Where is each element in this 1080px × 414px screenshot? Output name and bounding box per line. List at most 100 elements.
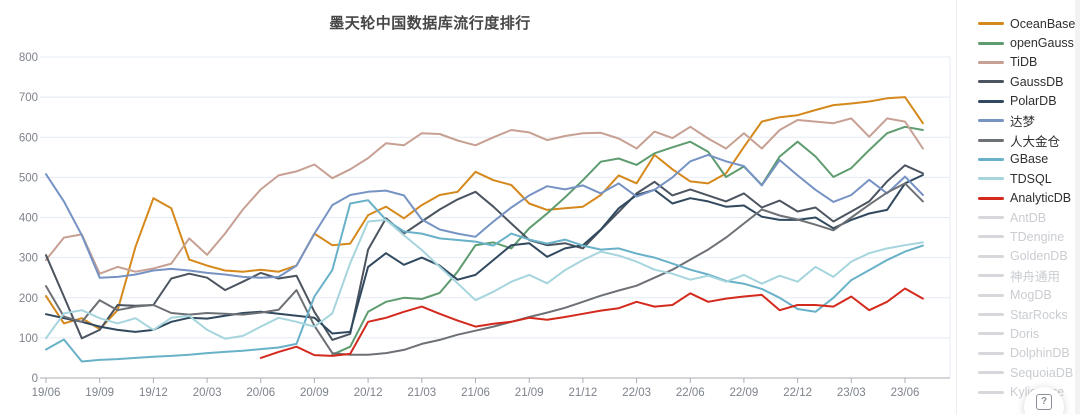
y-tick-label: 300: [19, 253, 38, 265]
legend-swatch-icon: [978, 177, 1004, 181]
legend-label: TDSQL: [1010, 171, 1052, 186]
legend-label: OceanBase: [1010, 16, 1076, 31]
y-tick-label: 600: [19, 132, 38, 144]
x-tick-label: 22/12: [783, 387, 812, 399]
series-line-TDSQL: [45, 218, 924, 340]
legend-item-GoldenDB[interactable]: GoldenDB: [978, 247, 1078, 266]
legend-label: GBase: [1010, 152, 1049, 167]
legend-label: 人大金仓: [1010, 134, 1061, 149]
legend: OceanBase openGauss TiDB GaussDB PolarDB 达梦人大…: [978, 14, 1078, 402]
y-tick-label: 100: [19, 333, 38, 345]
y-tick-label: 700: [19, 92, 38, 104]
help-button[interactable]: ?: [1024, 387, 1064, 414]
legend-item-StarRocks[interactable]: StarRocks: [978, 305, 1078, 324]
legend-swatch-icon: [978, 22, 1004, 26]
legend-label: TiDB: [1010, 55, 1038, 70]
legend-swatch-icon: [978, 254, 1004, 258]
legend-swatch-icon: [978, 390, 1004, 394]
series-line-AnalyticDB: [259, 287, 924, 359]
legend-item-神舟通用[interactable]: 神舟通用: [978, 266, 1078, 285]
legend-label: GaussDB: [1010, 74, 1064, 89]
x-tick-label: 21/06: [461, 387, 490, 399]
series-line-OceanBase: [45, 96, 924, 330]
legend-label: AnalyticDB: [1010, 191, 1072, 206]
x-tick-label: 22/09: [730, 387, 759, 399]
y-tick-label: 0: [32, 373, 38, 385]
legend-item-AntDB[interactable]: AntDB: [978, 208, 1078, 227]
legend-item-SequoiaDB[interactable]: SequoiaDB: [978, 363, 1078, 382]
legend-item-PolarDB[interactable]: PolarDB: [978, 92, 1078, 111]
x-tick-label: 19/09: [85, 387, 114, 399]
series-line-人大金仓: [45, 182, 924, 356]
x-tick-label: 20/09: [300, 387, 329, 399]
legend-label: openGauss: [1010, 36, 1074, 51]
x-tick-label: 23/06: [891, 387, 920, 399]
x-tick-label: 22/03: [622, 387, 651, 399]
legend-item-AnalyticDB[interactable]: AnalyticDB: [978, 189, 1078, 208]
legend-swatch-icon: [978, 332, 1004, 336]
legend-item-TDSQL[interactable]: TDSQL: [978, 169, 1078, 188]
legend-label: SequoiaDB: [1010, 365, 1074, 380]
legend-swatch-icon: [978, 41, 1004, 45]
x-tick-label: 20/06: [246, 387, 275, 399]
chart-title: 墨天轮中国数据库流行度排行: [329, 15, 531, 32]
y-tick-label: 200: [19, 293, 38, 305]
legend-label: MogDB: [1010, 288, 1052, 303]
series-line-达梦: [45, 153, 924, 279]
x-tick-label: 20/12: [354, 387, 383, 399]
legend-label: DolphinDB: [1010, 346, 1070, 361]
x-tick-label: 21/09: [515, 387, 544, 399]
series-line-TiDB: [45, 117, 924, 275]
legend-swatch-icon: [978, 138, 1004, 142]
question-mark-icon: ?: [1036, 394, 1052, 410]
legend-swatch-icon: [978, 216, 1004, 220]
legend-label: TDengine: [1010, 229, 1065, 244]
legend-item-MogDB[interactable]: MogDB: [978, 285, 1078, 304]
legend-swatch-icon: [978, 274, 1004, 278]
legend-swatch-icon: [978, 99, 1004, 103]
x-tick-label: 19/06: [32, 387, 61, 399]
line-chart: 0 100 200 300 400 500 600 700 800 19/06 19/09 19/12…: [19, 52, 951, 399]
legend-item-GBase[interactable]: GBase: [978, 150, 1078, 169]
legend-label: 神舟通用: [1010, 270, 1061, 285]
panel-divider: [956, 0, 957, 414]
x-tick-label: 19/12: [139, 387, 168, 399]
x-tick-label: 23/03: [837, 387, 866, 399]
series-line-GBase: [45, 199, 924, 363]
legend-item-TDengine[interactable]: TDengine: [978, 227, 1078, 246]
y-tick-label: 500: [19, 172, 38, 184]
legend-swatch-icon: [978, 293, 1004, 297]
legend-item-TiDB[interactable]: TiDB: [978, 53, 1078, 72]
scrollbar[interactable]: [1075, 0, 1080, 414]
legend-item-GaussDB[interactable]: GaussDB: [978, 72, 1078, 91]
legend-swatch-icon: [978, 371, 1004, 375]
legend-label: AntDB: [1010, 210, 1047, 225]
legend-swatch-icon: [978, 119, 1004, 123]
legend-item-DolphinDB[interactable]: DolphinDB: [978, 344, 1078, 363]
series-line-GaussDB: [45, 164, 924, 341]
x-tick-label: 22/06: [676, 387, 705, 399]
x-tick-label: 20/03: [193, 387, 222, 399]
legend-swatch-icon: [978, 157, 1004, 161]
legend-label: Doris: [1010, 326, 1040, 341]
legend-item-Doris[interactable]: Doris: [978, 324, 1078, 343]
series-line-openGauss: [331, 125, 924, 356]
legend-item-达梦[interactable]: 达梦: [978, 111, 1078, 130]
y-tick-label: 400: [19, 213, 38, 225]
y-tick-label: 800: [19, 52, 38, 64]
legend-swatch-icon: [978, 313, 1004, 317]
legend-swatch-icon: [978, 196, 1004, 200]
legend-swatch-icon: [978, 235, 1004, 239]
legend-item-OceanBase[interactable]: OceanBase: [978, 14, 1078, 33]
x-tick-label: 21/03: [407, 387, 436, 399]
legend-label: StarRocks: [1010, 307, 1068, 322]
legend-label: 达梦: [1010, 115, 1036, 130]
legend-label: PolarDB: [1010, 94, 1057, 109]
legend-label: GoldenDB: [1010, 249, 1068, 264]
legend-item-openGauss[interactable]: openGauss: [978, 33, 1078, 52]
x-tick-label: 21/12: [569, 387, 598, 399]
legend-item-人大金仓[interactable]: 人大金仓: [978, 130, 1078, 149]
legend-swatch-icon: [978, 351, 1004, 355]
legend-swatch-icon: [978, 60, 1004, 64]
